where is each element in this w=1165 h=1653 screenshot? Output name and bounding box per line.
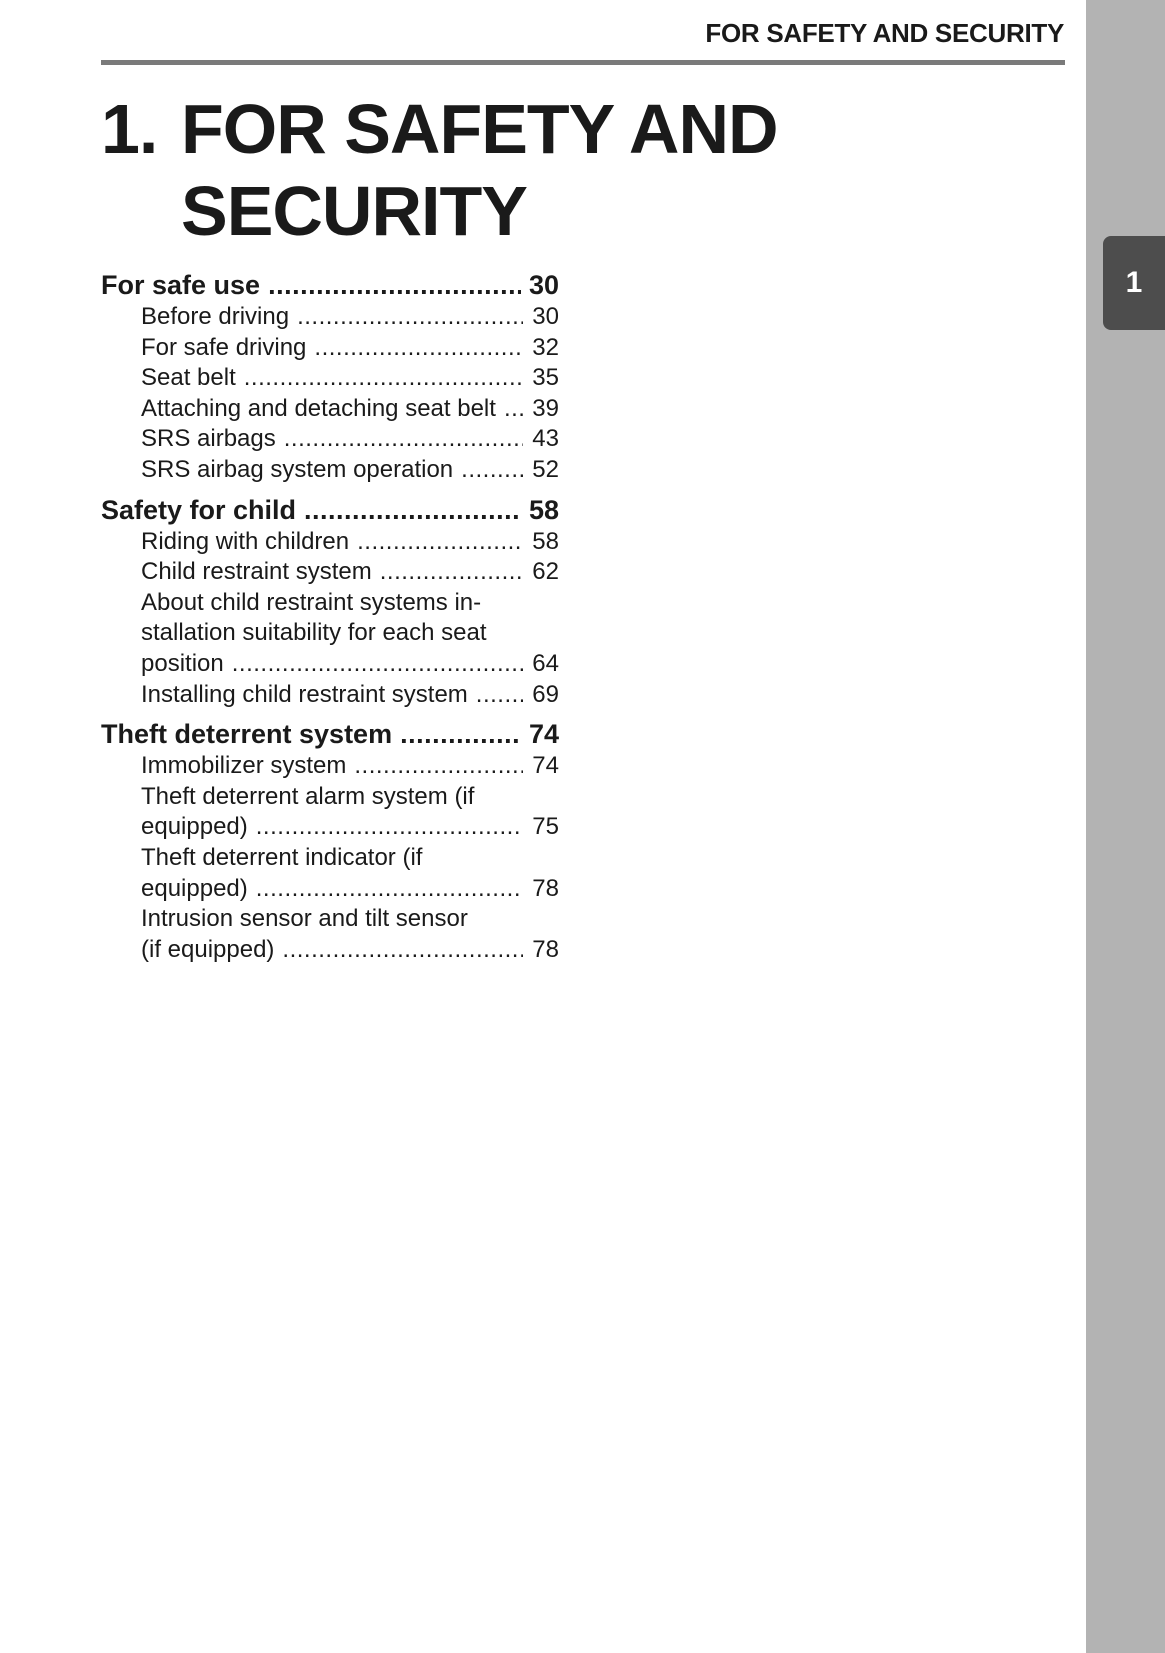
leader-dots — [400, 717, 521, 751]
toc-entry-label: Theft deterrent indicator (if — [141, 843, 423, 871]
toc-entry[interactable]: Theft deterrent alarm system (if equipped… — [101, 782, 559, 843]
toc-entry[interactable]: Installing child restraint system 69 — [101, 680, 559, 711]
toc-entry-label: Attaching and detaching seat belt — [141, 394, 496, 422]
toc-section-heading[interactable]: For safe use 30 — [101, 268, 559, 302]
chapter-title-line1: FOR SAFETY AND — [181, 90, 779, 168]
toc-entry-label: equipped) — [141, 813, 248, 841]
leader-dots — [244, 363, 523, 394]
toc-entry[interactable]: SRS airbags 43 — [101, 424, 559, 455]
leader-dots — [284, 424, 523, 455]
leader-dots — [314, 333, 523, 364]
chapter-tab[interactable]: 1 — [1103, 236, 1165, 330]
toc-page-number: 35 — [532, 364, 559, 392]
toc-entry-label: Immobilizer system — [141, 752, 347, 780]
toc-page-number: 62 — [532, 558, 559, 586]
toc-entry[interactable]: For safe driving 32 — [101, 333, 559, 364]
chapter-title: 1. FOR SAFETY AND SECURITY — [101, 88, 779, 252]
leader-dots — [476, 680, 523, 711]
toc-entry[interactable]: SRS airbag system operation 52 — [101, 455, 559, 486]
leader-dots — [256, 812, 523, 843]
toc-entry[interactable]: Before driving 30 — [101, 302, 559, 333]
leader-dots — [282, 935, 523, 966]
toc-entry-label: Installing child restraint system — [141, 680, 468, 708]
chapter-number: 1. — [101, 90, 158, 168]
toc-entry-label: Seat belt — [141, 364, 236, 392]
toc-entry-label: stallation suitability for each seat — [141, 619, 487, 647]
toc-page-number: 30 — [528, 270, 559, 300]
toc-page-number: 64 — [532, 649, 559, 677]
toc-entry[interactable]: Theft deterrent indicator (if equipped) 78 — [101, 843, 559, 904]
leader-dots — [304, 493, 521, 527]
toc-entry-label: Theft deterrent alarm system (if — [141, 782, 475, 810]
toc-entry-label: SRS airbag system operation — [141, 455, 454, 483]
toc-entry-label: (if equipped) — [141, 935, 275, 963]
toc-section-label: Safety for child — [101, 494, 297, 525]
toc-section-heading[interactable]: Theft deterrent system 74 — [101, 717, 559, 751]
toc-entry-label: Before driving — [141, 303, 290, 330]
toc-entry-label: For safe driving — [141, 333, 307, 361]
toc-page-number: 58 — [532, 527, 559, 555]
toc-entry-label: Intrusion sensor and tilt sensor — [141, 905, 468, 933]
leader-dots — [256, 874, 523, 905]
leader-dots — [354, 751, 523, 782]
toc-page-number: 74 — [528, 719, 559, 750]
toc-entry-label: SRS airbags — [141, 425, 276, 453]
toc-entry[interactable]: Immobilizer system 74 — [101, 751, 559, 782]
leader-dots — [504, 394, 523, 425]
leader-dots — [461, 455, 523, 486]
leader-dots — [232, 649, 523, 680]
leader-dots — [357, 527, 523, 558]
leader-dots — [297, 302, 523, 333]
toc-section-label: For safe use — [101, 270, 261, 300]
leader-dots — [380, 557, 523, 588]
toc-page-number: 78 — [532, 874, 559, 902]
toc-entry-label: Riding with children — [141, 527, 350, 555]
toc-page-number: 30 — [532, 303, 559, 330]
toc-page-number: 75 — [532, 813, 559, 841]
toc-page-number: 74 — [532, 752, 559, 780]
toc-page-number: 78 — [532, 935, 559, 963]
toc-page-number: 32 — [532, 333, 559, 361]
toc-entry[interactable]: Attaching and detaching seat belt 39 — [101, 394, 559, 425]
toc-page-number: 43 — [532, 425, 559, 453]
toc-entry[interactable]: Child restraint system 62 — [101, 557, 559, 588]
toc-entry[interactable]: About child restraint systems in-stallat… — [101, 588, 559, 680]
toc-page-number: 52 — [532, 455, 559, 483]
toc-section-label: Theft deterrent system — [101, 719, 393, 750]
toc-page-number: 58 — [528, 494, 559, 525]
toc-entry[interactable]: Riding with children 58 — [101, 527, 559, 558]
toc-entry-label: position — [141, 649, 224, 677]
toc-page-number: 69 — [532, 680, 559, 708]
toc-entry-label: equipped) — [141, 874, 248, 902]
header-rule — [101, 60, 1065, 65]
running-header: FOR SAFETY AND SECURITY — [705, 18, 1064, 48]
toc-entry[interactable]: Intrusion sensor and tilt sensor (if equi… — [101, 904, 559, 965]
toc-section-heading[interactable]: Safety for child 58 — [101, 493, 559, 527]
chapter-title-line2: SECURITY — [181, 172, 528, 250]
toc-page-number: 39 — [532, 394, 559, 422]
leader-dots — [268, 268, 521, 302]
toc-entry[interactable]: Seat belt 35 — [101, 363, 559, 394]
toc-entry-label: About child restraint systems in- — [141, 588, 482, 616]
toc-entry-label: Child restraint system — [141, 558, 372, 586]
